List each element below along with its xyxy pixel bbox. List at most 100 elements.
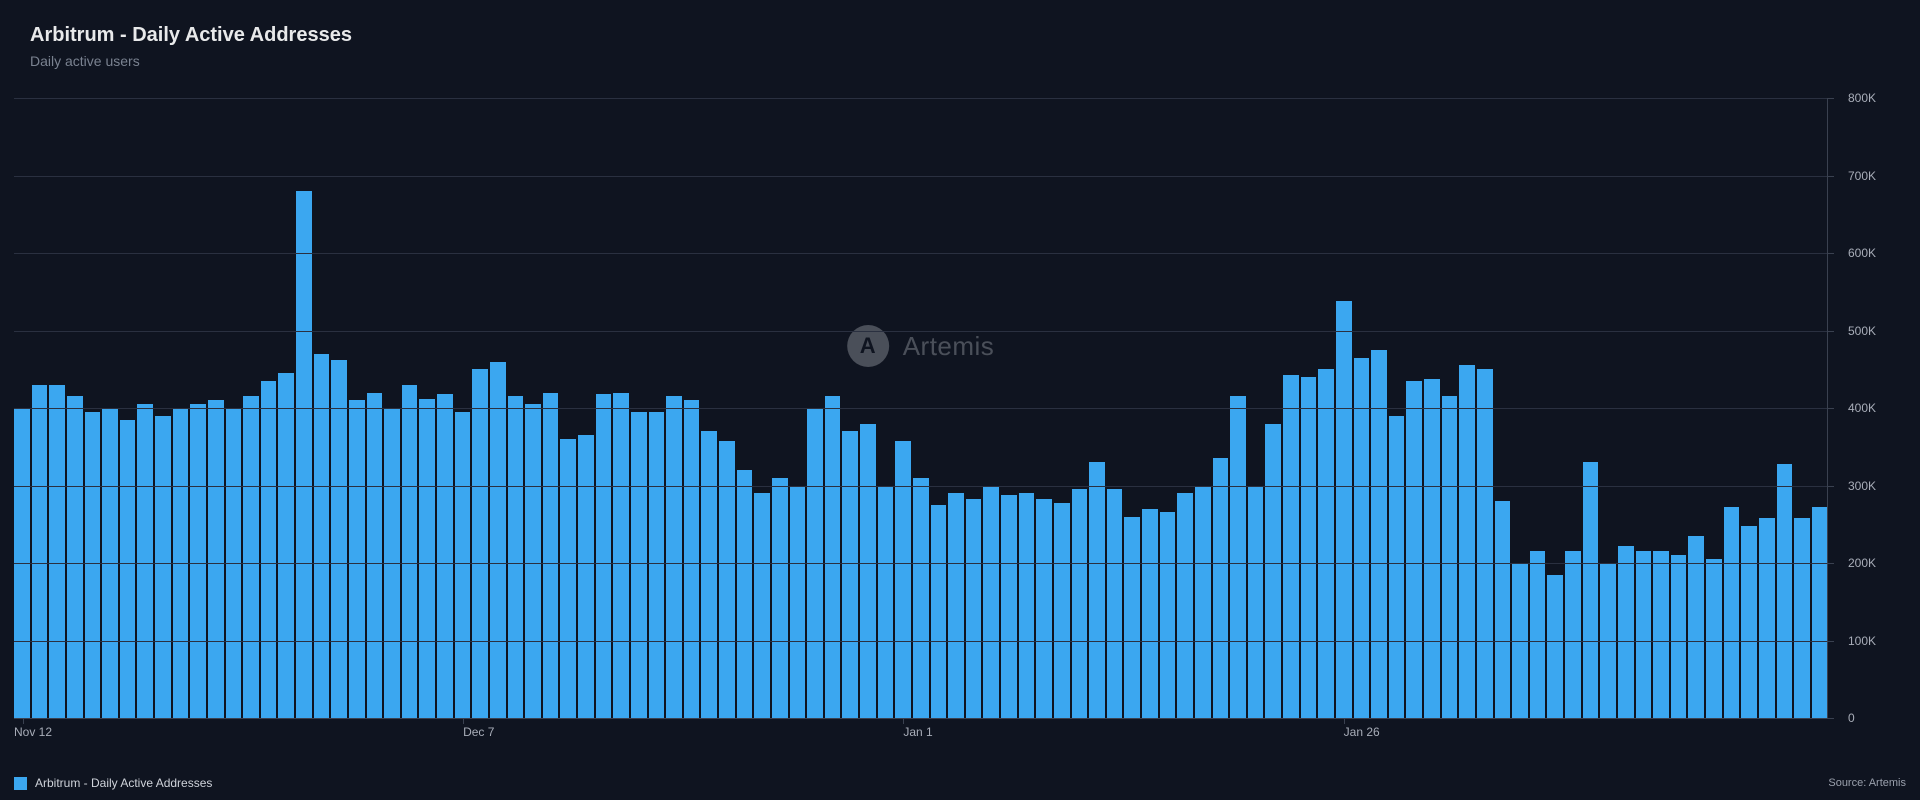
bar[interactable] [508, 396, 524, 718]
bar[interactable] [613, 393, 629, 719]
bar[interactable] [278, 373, 294, 718]
bar[interactable] [1812, 507, 1828, 718]
bar[interactable] [32, 385, 48, 718]
bar[interactable] [1794, 518, 1810, 718]
bar[interactable] [1124, 517, 1140, 719]
bar[interactable] [1406, 381, 1422, 718]
bar[interactable] [419, 399, 435, 718]
bar[interactable] [772, 478, 788, 718]
bar[interactable] [525, 404, 541, 718]
bar[interactable] [1036, 499, 1052, 718]
bar[interactable] [349, 400, 365, 718]
bar[interactable] [684, 400, 700, 718]
bar[interactable] [1054, 503, 1070, 718]
bar[interactable] [931, 505, 947, 718]
bar[interactable] [1547, 575, 1563, 718]
bar[interactable] [790, 486, 806, 719]
bar[interactable] [1424, 379, 1440, 718]
bar[interactable] [1759, 518, 1775, 718]
bar[interactable] [895, 441, 911, 718]
bar[interactable] [1777, 464, 1793, 718]
bar[interactable] [331, 360, 347, 718]
bar[interactable] [261, 381, 277, 718]
bar[interactable] [966, 499, 982, 718]
bar[interactable] [1495, 501, 1511, 718]
bar[interactable] [842, 431, 858, 718]
bar[interactable] [137, 404, 153, 718]
bar[interactable] [1213, 458, 1229, 718]
bar[interactable] [1389, 416, 1405, 718]
bar[interactable] [1160, 512, 1176, 718]
bar[interactable] [1019, 493, 1035, 718]
bar[interactable] [1072, 489, 1088, 718]
bar[interactable] [208, 400, 224, 718]
bar[interactable] [1265, 424, 1281, 719]
bar[interactable] [455, 412, 471, 718]
bar[interactable] [1618, 546, 1634, 718]
bar[interactable] [1530, 551, 1546, 718]
x-tick-label: Dec 7 [463, 725, 494, 739]
bar[interactable] [190, 404, 206, 718]
bar[interactable] [948, 493, 964, 718]
bar[interactable] [490, 362, 506, 719]
bar[interactable] [120, 420, 136, 718]
y-tick-label: 200K [1834, 556, 1890, 570]
bar[interactable] [878, 486, 894, 719]
bar[interactable] [983, 487, 999, 718]
bar[interactable] [1089, 462, 1105, 718]
bar[interactable] [1283, 375, 1299, 718]
bar[interactable] [1371, 350, 1387, 718]
bar[interactable] [649, 412, 665, 718]
bar[interactable] [1741, 526, 1757, 718]
bar[interactable] [1142, 509, 1158, 718]
bar[interactable] [666, 396, 682, 718]
bar[interactable] [472, 369, 488, 718]
bar[interactable] [1354, 358, 1370, 718]
bar[interactable] [631, 412, 647, 718]
bar[interactable] [1177, 493, 1193, 718]
bar[interactable] [596, 394, 612, 718]
bar[interactable] [1583, 462, 1599, 718]
bar[interactable] [49, 385, 65, 718]
bar[interactable] [1318, 369, 1334, 718]
bar[interactable] [155, 416, 171, 718]
bar[interactable] [1671, 555, 1687, 718]
bar[interactable] [737, 470, 753, 718]
bar[interactable] [913, 478, 929, 718]
bar[interactable] [701, 431, 717, 718]
gridline [14, 176, 1827, 177]
bar[interactable] [1653, 551, 1669, 718]
bar[interactable] [1459, 365, 1475, 718]
bar[interactable] [1001, 495, 1017, 718]
bar[interactable] [560, 439, 576, 718]
bar[interactable] [437, 394, 453, 718]
bar[interactable] [402, 385, 418, 718]
bar[interactable] [1636, 551, 1652, 718]
bar[interactable] [85, 412, 101, 718]
x-tick-label: Nov 12 [14, 725, 52, 739]
bar[interactable] [1442, 396, 1458, 718]
bar[interactable] [1107, 489, 1123, 718]
bar[interactable] [1477, 369, 1493, 718]
bar[interactable] [1565, 551, 1581, 718]
bar[interactable] [719, 441, 735, 718]
bar[interactable] [825, 396, 841, 718]
chart-subtitle: Daily active users [30, 53, 1920, 69]
bar[interactable] [1724, 507, 1740, 718]
x-tick-label: Jan 1 [903, 725, 932, 739]
bar[interactable] [296, 191, 312, 718]
bar[interactable] [1336, 301, 1352, 718]
bar[interactable] [860, 424, 876, 719]
bar[interactable] [1230, 396, 1246, 718]
bar[interactable] [754, 493, 770, 718]
bar[interactable] [367, 393, 383, 719]
bar[interactable] [1301, 377, 1317, 718]
bar[interactable] [1195, 486, 1211, 719]
bar[interactable] [543, 393, 559, 719]
bar[interactable] [1706, 559, 1722, 718]
bar[interactable] [67, 396, 83, 718]
bar[interactable] [1248, 486, 1264, 719]
legend-label: Arbitrum - Daily Active Addresses [35, 776, 212, 790]
bar[interactable] [243, 396, 259, 718]
bar[interactable] [578, 435, 594, 718]
